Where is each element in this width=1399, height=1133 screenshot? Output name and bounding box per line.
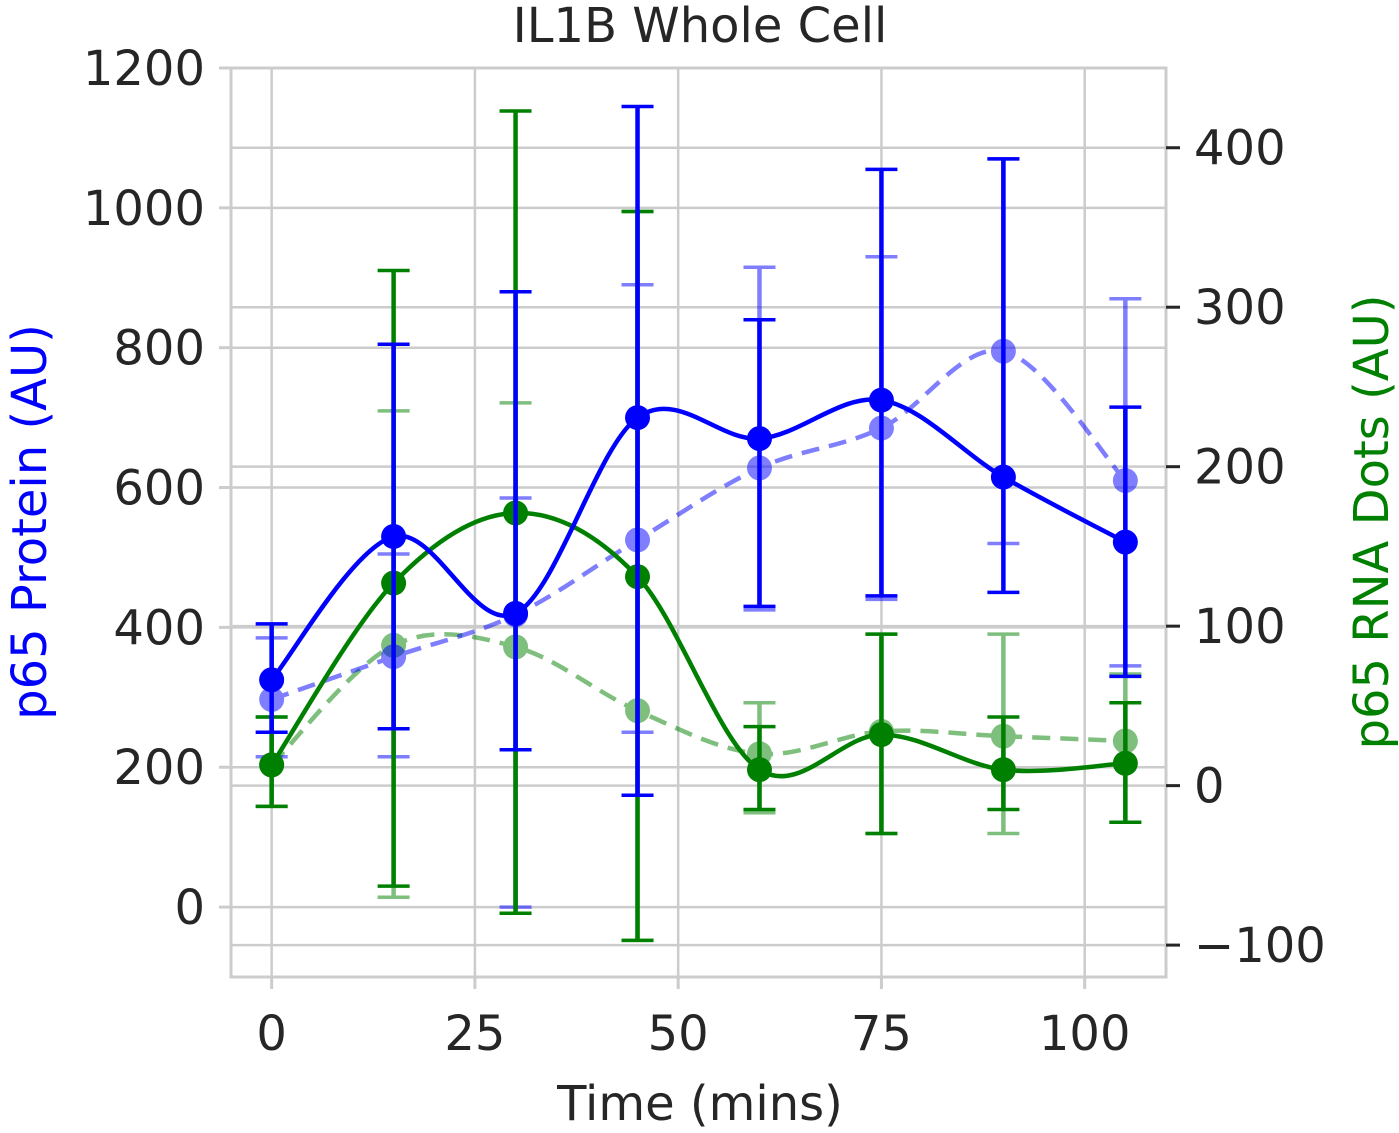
x-tick-label: 0	[256, 1006, 287, 1062]
data-point	[625, 405, 651, 431]
y-right-tick-label: 0	[1194, 759, 1225, 815]
series-0	[255, 104, 1142, 797]
data-point	[990, 464, 1016, 490]
y-left-tick-label: 200	[113, 740, 205, 796]
y-left-tick-label: 400	[113, 600, 205, 656]
y-right-tick-label: 100	[1194, 599, 1286, 655]
plot-frame	[229, 66, 1168, 979]
x-tick-label: 25	[444, 1006, 505, 1062]
data-point	[746, 426, 772, 452]
y-left-tick-label: 800	[113, 321, 205, 377]
data-point	[381, 523, 407, 549]
y-axis-left-label: p65 Protein (AU)	[2, 324, 58, 720]
data-point	[990, 757, 1016, 783]
y-right-tick-label: 400	[1194, 121, 1286, 177]
y-right-tick-label: 200	[1194, 440, 1286, 496]
y-left-tick-label: 600	[113, 461, 205, 517]
data-point	[259, 752, 285, 778]
x-tick-label: 50	[648, 1006, 709, 1062]
data-point	[503, 600, 529, 626]
y-axis-right-label: p65 RNA Dots (AU)	[1344, 295, 1399, 750]
data-point	[1112, 750, 1138, 776]
x-tick-label: 100	[1039, 1006, 1131, 1062]
y-left-tick-label: 1000	[83, 181, 205, 237]
x-tick-label: 75	[851, 1006, 912, 1062]
data-point	[868, 387, 894, 413]
data-point	[1112, 529, 1138, 555]
plot-area: 0 25 50 75 100020040060080010001200−10001002…	[83, 41, 1326, 1062]
x-axis-label: Time (mins)	[556, 1076, 843, 1132]
data-point	[868, 722, 894, 748]
data-point	[746, 757, 772, 783]
y-left-tick-label: 1200	[83, 41, 205, 97]
chart-title: IL1B Whole Cell	[513, 0, 888, 54]
y-right-tick-label: 300	[1194, 280, 1286, 336]
y-left-tick-label: 0	[174, 880, 205, 936]
data-point	[259, 667, 285, 693]
y-right-tick-label: −100	[1194, 918, 1326, 974]
